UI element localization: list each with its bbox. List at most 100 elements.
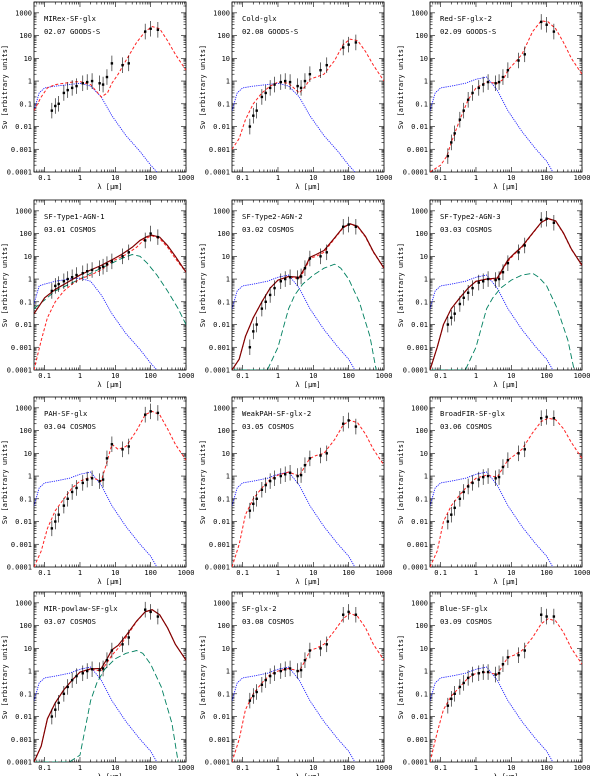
data-point xyxy=(54,104,57,108)
panel-title: PAH-SF-glx xyxy=(44,409,88,418)
x-tick-label: 0.1 xyxy=(434,372,447,380)
y-tick-label: 10 xyxy=(24,450,32,458)
panel-id: 02.09 GOODS-S xyxy=(440,27,496,36)
data-point xyxy=(66,277,69,281)
x-tick-label: 0.1 xyxy=(434,174,447,182)
data-point xyxy=(466,291,470,294)
data-point xyxy=(268,293,272,297)
data-point xyxy=(347,43,350,46)
y-tick-label: 1 xyxy=(424,473,428,481)
x-tick-label: 1000 xyxy=(574,569,591,577)
panel-title: SF-Type1-AGN-1 xyxy=(44,212,105,221)
data-point xyxy=(248,699,252,702)
x-tick-label: 0.1 xyxy=(236,764,249,772)
data-point xyxy=(517,251,520,254)
x-tick-label: 1 xyxy=(276,764,280,772)
panel-title: Red-SF-glx-2 xyxy=(440,14,492,23)
y-tick-label: 0.0001 xyxy=(403,759,428,767)
y-tick-label: 1000 xyxy=(15,207,32,215)
data-point xyxy=(264,300,267,303)
data-point xyxy=(486,474,490,478)
data-point xyxy=(50,527,54,530)
data-point xyxy=(54,284,57,288)
y-tick-label: 10 xyxy=(420,450,428,458)
stellar-template-line xyxy=(34,82,158,172)
x-tick-label: 100 xyxy=(144,764,157,772)
y-tick-label: 0.01 xyxy=(213,321,230,329)
x-tick-label: 1 xyxy=(78,372,82,380)
data-point xyxy=(127,251,130,254)
data-point xyxy=(308,73,312,76)
x-axis-label: λ [μm] xyxy=(97,578,122,586)
data-point xyxy=(54,520,57,523)
x-tick-label: 1 xyxy=(474,764,478,772)
data-point xyxy=(494,673,497,676)
data-point xyxy=(288,276,292,279)
data-point xyxy=(308,257,312,260)
y-tick-label: 1000 xyxy=(15,404,32,412)
data-point xyxy=(539,613,543,616)
data-point xyxy=(481,280,485,283)
y-tick-label: 100 xyxy=(217,622,230,630)
data-point xyxy=(279,474,282,478)
data-point xyxy=(458,497,462,500)
sed-fit-line xyxy=(430,218,582,370)
data-point xyxy=(545,415,548,419)
x-tick-label: 1 xyxy=(474,372,478,380)
sed-panel-10: 0.1 1 10 100 1000 0.0001 0.001 0.01 0.1 1 10 100 100… xyxy=(1,591,194,776)
data-point xyxy=(494,82,497,85)
data-point xyxy=(110,443,114,446)
y-tick-label: 10 xyxy=(24,645,32,653)
data-point xyxy=(255,497,258,500)
y-tick-label: 1 xyxy=(226,78,230,86)
x-tick-label: 10 xyxy=(309,569,317,577)
data-point xyxy=(347,223,350,226)
data-point xyxy=(279,80,282,84)
y-tick-label: 0.1 xyxy=(415,495,428,503)
y-tick-label: 0.01 xyxy=(213,518,230,526)
data-point xyxy=(248,509,252,512)
data-point xyxy=(458,118,462,121)
y-tick-label: 100 xyxy=(217,230,230,238)
data-point xyxy=(517,653,520,657)
panel-id: 03.07 COSMOS xyxy=(44,617,96,626)
stellar-template-line xyxy=(34,666,158,762)
sed-panel-1: 0.1 1 10 100 1000 0.0001 0.001 0.01 0.1 1 10 100 100… xyxy=(1,1,194,191)
data-point xyxy=(70,490,74,494)
data-point xyxy=(260,95,264,99)
data-point xyxy=(497,277,501,281)
y-tick-label: 1 xyxy=(28,276,32,284)
y-tick-label: 100 xyxy=(19,427,32,435)
panel-id: 03.09 COSMOS xyxy=(440,617,492,626)
y-tick-label: 0.001 xyxy=(11,344,32,352)
data-point xyxy=(501,663,505,666)
data-point xyxy=(545,217,548,220)
y-tick-label: 0.1 xyxy=(217,298,230,306)
x-tick-label: 1000 xyxy=(376,569,393,577)
data-point xyxy=(156,235,160,239)
data-point xyxy=(325,643,328,646)
y-tick-label: 1 xyxy=(424,668,428,676)
data-point xyxy=(75,273,78,277)
sed-fit-line xyxy=(430,417,582,567)
data-point xyxy=(462,490,465,494)
data-point xyxy=(545,23,548,26)
data-point xyxy=(506,261,510,265)
y-tick-label: 1 xyxy=(28,78,32,86)
data-point xyxy=(471,673,474,676)
x-axis-label: λ [μm] xyxy=(295,773,320,776)
data-point xyxy=(446,154,450,158)
data-point xyxy=(288,471,292,474)
data-point xyxy=(319,454,322,457)
data-point xyxy=(453,132,456,135)
data-point xyxy=(539,218,543,222)
x-tick-label: 100 xyxy=(540,174,553,182)
data-point xyxy=(466,676,470,680)
data-point xyxy=(248,346,252,349)
data-point xyxy=(462,681,465,685)
data-point xyxy=(354,225,358,228)
x-tick-label: 100 xyxy=(144,569,157,577)
data-point xyxy=(264,678,267,682)
y-axis-label: Sν [arbitrary units] xyxy=(199,243,207,327)
data-point xyxy=(81,672,84,675)
